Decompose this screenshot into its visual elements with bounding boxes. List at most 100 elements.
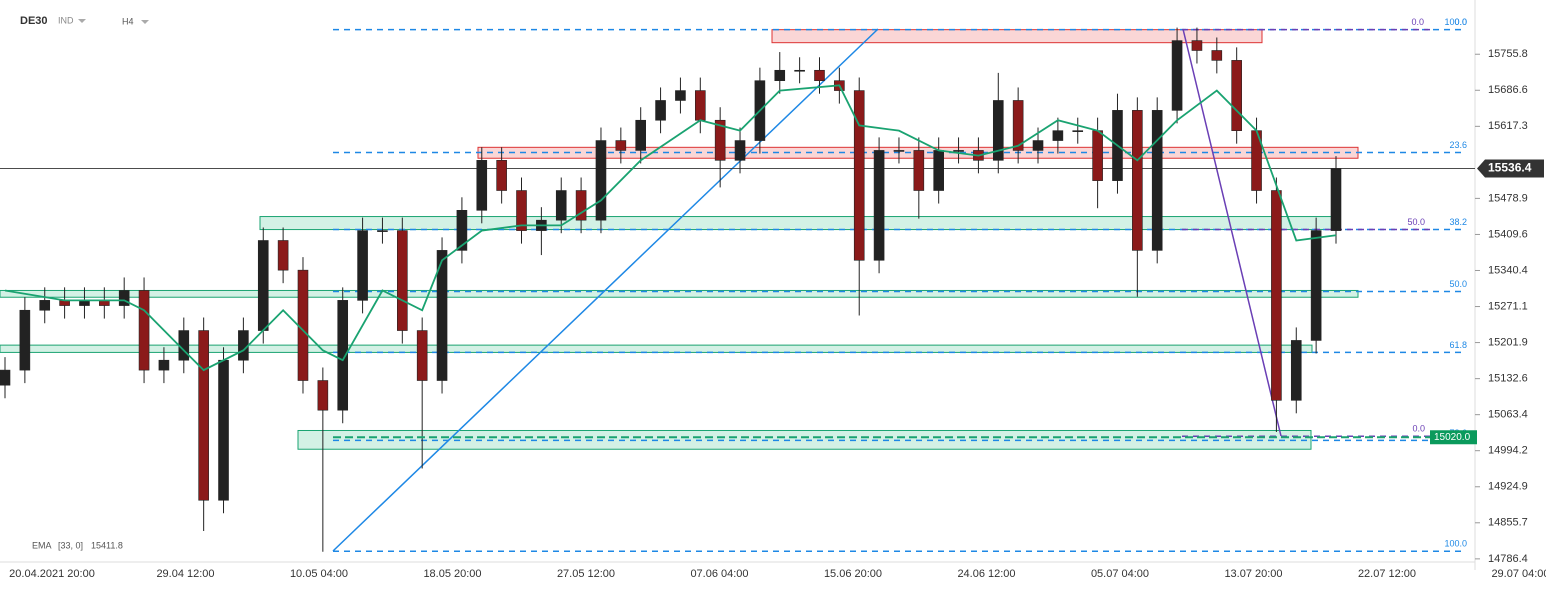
- fib-label: 100.0: [1444, 539, 1467, 549]
- x-tick-label: 10.05 04:00: [290, 568, 348, 580]
- y-tick-label: 15063.4: [1488, 409, 1528, 421]
- candle-body: [1032, 140, 1044, 151]
- y-tick-label: 15271.1: [1488, 300, 1528, 312]
- candle-body: [0, 369, 11, 386]
- ema-legend-name: EMA: [32, 540, 52, 550]
- x-tick-label: 22.07 12:00: [1358, 568, 1416, 580]
- candle-body: [476, 160, 488, 211]
- candle-body: [1231, 60, 1242, 131]
- trend-line: [332, 28, 879, 552]
- fib2-label: 0.0: [1411, 17, 1424, 27]
- y-tick-label: 15409.6: [1488, 228, 1528, 240]
- candle-body: [1092, 130, 1103, 181]
- candle-body: [1290, 340, 1302, 401]
- candle-body: [1052, 130, 1064, 141]
- ema-legend-params: [33, 0]: [58, 540, 83, 550]
- candle-body: [1151, 110, 1163, 251]
- y-tick-label: 14855.7: [1488, 517, 1528, 529]
- x-tick-label: 13.07 20:00: [1224, 568, 1282, 580]
- candle-body: [992, 100, 1004, 161]
- x-tick-label: 27.05 12:00: [557, 568, 615, 580]
- x-tick-label: 24.06 12:00: [957, 568, 1015, 580]
- x-tick-label: 20.04.2021 20:00: [9, 568, 95, 580]
- candle-body: [794, 69, 805, 72]
- candle-body: [1191, 40, 1203, 51]
- candle-body: [675, 90, 686, 101]
- candle-body: [953, 150, 964, 152]
- y-tick-label: 15755.8: [1488, 48, 1528, 60]
- candle-body: [496, 160, 507, 191]
- candle-body: [575, 190, 587, 221]
- candle-body: [238, 330, 249, 361]
- candle-body: [555, 190, 567, 221]
- candle-body: [893, 150, 905, 152]
- candle-body: [118, 290, 130, 306]
- candle-body: [516, 190, 527, 231]
- candle-body: [873, 150, 885, 261]
- symbol[interactable]: DE30: [20, 15, 48, 27]
- candle-body: [595, 140, 607, 221]
- y-tick-label: 14786.4: [1488, 553, 1528, 565]
- current-price-badge: [1477, 159, 1544, 178]
- y-tick-label: 14994.2: [1488, 445, 1528, 457]
- candle-body: [39, 300, 51, 311]
- ema-legend-value: 15411.8: [91, 540, 123, 550]
- y-tick-label: 15686.6: [1488, 84, 1528, 96]
- candle-body: [774, 69, 786, 81]
- fib-label: 23.6: [1449, 140, 1467, 150]
- candle-body: [397, 230, 408, 331]
- x-tick-label: 15.06 20:00: [824, 568, 882, 580]
- y-tick-label: 15132.6: [1488, 373, 1528, 385]
- fib-label: 0.0: [1454, 17, 1467, 27]
- dropdown-icon[interactable]: [78, 19, 86, 23]
- candle-body: [377, 230, 388, 232]
- price-tag-label: 15020.0: [1434, 432, 1471, 443]
- x-tick-label: 29.04 12:00: [156, 568, 214, 580]
- candle-body: [1171, 40, 1183, 111]
- candle-body: [655, 100, 666, 121]
- zone: [0, 344, 1313, 353]
- x-tick-label: 29.07 04:00: [1491, 568, 1546, 580]
- zone: [297, 429, 1312, 450]
- interval[interactable]: H4: [122, 16, 134, 26]
- candle-body: [734, 140, 746, 161]
- fib-label: 38.2: [1449, 217, 1467, 227]
- ema-line: [4, 84, 1337, 372]
- candle-body: [714, 119, 726, 161]
- zone: [771, 29, 1263, 44]
- candle-body: [1271, 190, 1282, 401]
- candle-body: [257, 240, 269, 331]
- y-tick-label: 15201.9: [1488, 336, 1528, 348]
- current-price-label: 15536.4: [1488, 161, 1532, 175]
- candle-body: [913, 150, 925, 191]
- y-tick-label: 15340.4: [1488, 264, 1528, 276]
- candle-body: [1132, 110, 1143, 251]
- candle-body: [198, 330, 209, 501]
- dropdown-icon[interactable]: [141, 20, 149, 24]
- candle-body: [1330, 168, 1342, 231]
- candle-body: [814, 69, 825, 81]
- candle-body: [436, 250, 448, 381]
- fib2-label: 50.0: [1407, 217, 1425, 227]
- x-tick-label: 07.06 04:00: [690, 568, 748, 580]
- candle-body: [635, 119, 647, 151]
- candle-body: [158, 359, 170, 371]
- y-tick-label: 15617.3: [1488, 120, 1528, 132]
- candle-body: [615, 140, 627, 151]
- price-tag-badge: [1430, 430, 1477, 445]
- x-tick-label: 18.05 20:00: [423, 568, 481, 580]
- candle-body: [317, 380, 329, 411]
- candle-body: [178, 330, 190, 361]
- y-tick-label: 15478.9: [1488, 192, 1528, 204]
- market[interactable]: IND: [58, 15, 74, 25]
- x-tick-label: 05.07 04:00: [1091, 568, 1149, 580]
- trend-line: [1182, 28, 1282, 437]
- candle-body: [277, 240, 289, 271]
- candle-body: [357, 230, 368, 301]
- candle-body: [218, 359, 229, 501]
- candle-body: [19, 309, 31, 371]
- candle-body: [1211, 50, 1223, 61]
- zone: [259, 216, 1339, 231]
- candle-body: [138, 290, 150, 371]
